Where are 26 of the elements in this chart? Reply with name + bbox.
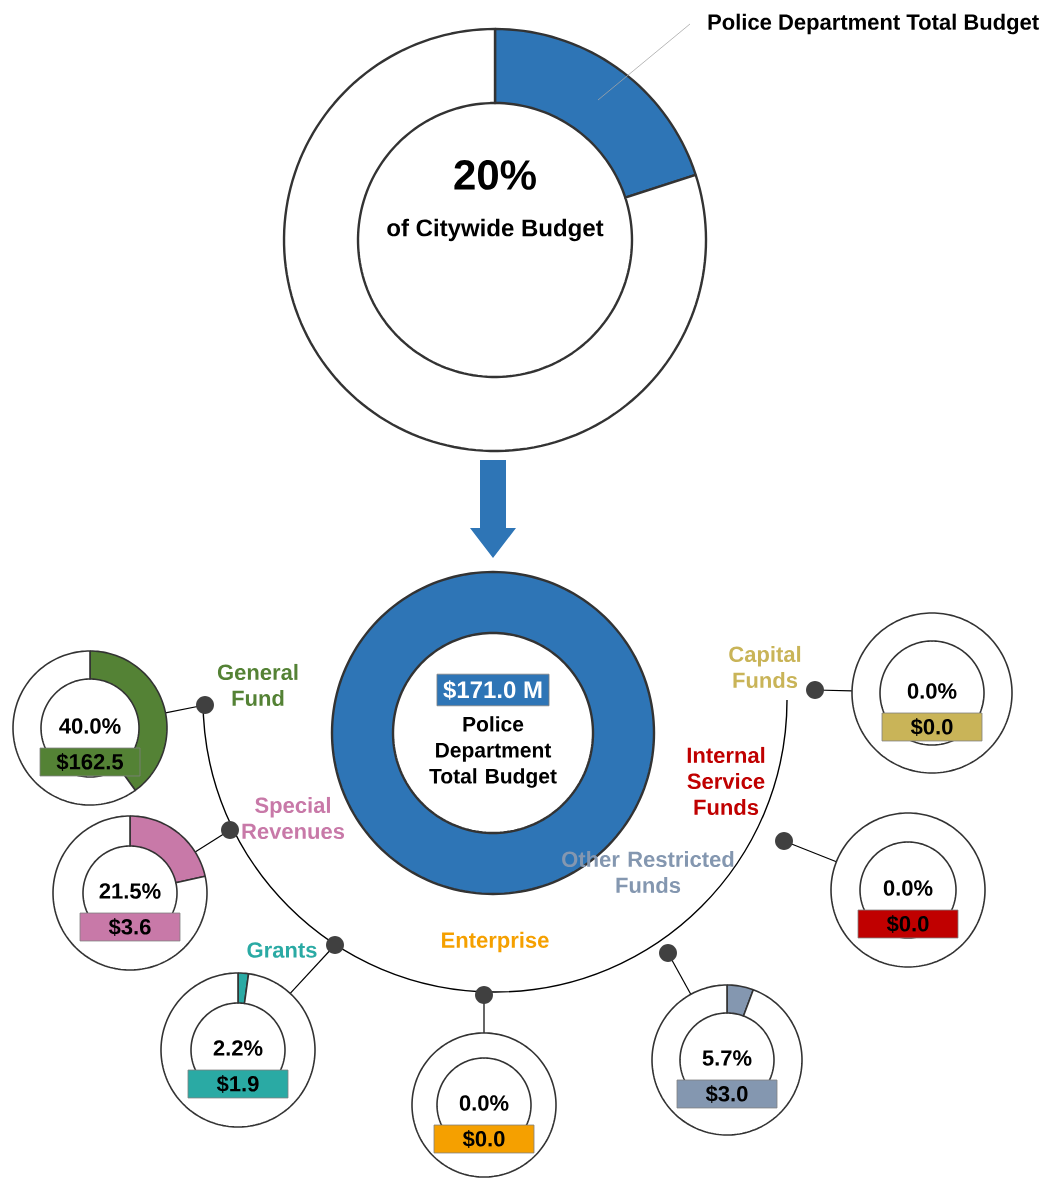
chart-title: Enterprise xyxy=(442,931,549,953)
text: $0.0 xyxy=(462,1130,505,1148)
text: Capital Funds xyxy=(729,645,801,689)
text: 0.0% xyxy=(883,880,933,896)
text: $0.0 xyxy=(886,915,929,933)
text: $1.9 xyxy=(216,1075,259,1093)
text: 0.0% xyxy=(459,1095,509,1111)
chart-title: Grants xyxy=(247,942,317,958)
data-label: 40.0% xyxy=(59,718,121,734)
text: of Citywide Budget xyxy=(387,218,604,242)
text: $3.6 xyxy=(108,918,151,936)
data-label: 21.5% xyxy=(99,883,161,899)
data-label: 2.2% xyxy=(213,1040,263,1056)
chart-title: Internal Service Funds xyxy=(687,746,765,816)
text: $171.0 M xyxy=(443,680,542,700)
slice-label: Police Department Total Budget xyxy=(708,13,1039,35)
text: $0.0 xyxy=(910,718,953,736)
data-label: 20% xyxy=(454,160,536,190)
data-label: 5.7% xyxy=(702,1050,752,1066)
text: 0.0% xyxy=(907,683,957,699)
text: $3.0 xyxy=(705,1085,748,1103)
text: General Fund xyxy=(217,663,298,707)
chart-title: Other Restricted Funds xyxy=(562,850,734,894)
text: Special Revenues xyxy=(242,796,345,840)
text: Police Department Total Budget xyxy=(429,716,557,788)
text: $162.5 xyxy=(56,753,124,771)
